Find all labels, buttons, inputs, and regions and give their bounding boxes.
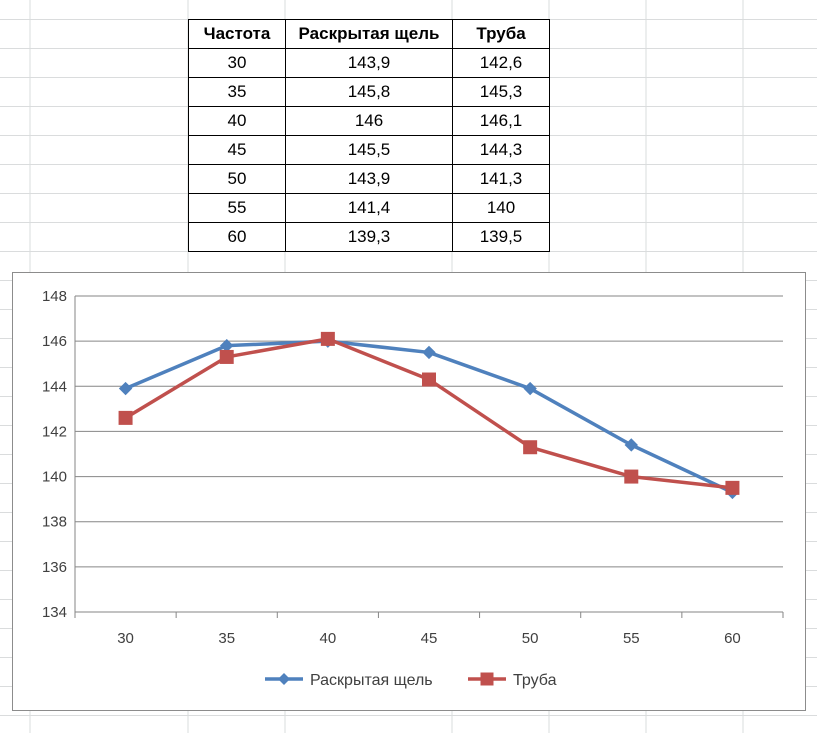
legend-label[interactable]: Труба xyxy=(513,672,557,689)
table-cell: 141,4 xyxy=(285,193,453,223)
legend-marker-diamond xyxy=(278,673,290,685)
table-row: 35 145,8 145,3 xyxy=(188,77,550,107)
table-cell: 143,9 xyxy=(285,48,453,78)
data-point-diamond[interactable] xyxy=(118,381,133,396)
table-cell: 30 xyxy=(188,48,286,78)
y-tick-label: 140 xyxy=(42,469,67,486)
table-row: 50 143,9 141,3 xyxy=(188,164,550,194)
legend-label[interactable]: Раскрытая щель xyxy=(310,672,433,689)
table-cell: 50 xyxy=(188,164,286,194)
y-tick-label: 144 xyxy=(42,378,67,395)
table-cell: 144,3 xyxy=(452,135,550,165)
data-point-square[interactable] xyxy=(422,372,436,387)
data-point-square[interactable] xyxy=(624,469,639,484)
x-tick-label: 60 xyxy=(724,630,741,647)
data-point-square[interactable] xyxy=(725,480,740,495)
chart-area[interactable]: 134 136 138 140 142 144 146 148 30 35 40 45 50 55 60 Ра… xyxy=(12,272,806,711)
data-point-diamond[interactable] xyxy=(422,345,436,360)
x-tick-label: 55 xyxy=(623,630,640,647)
table-row: 30 143,9 142,6 xyxy=(188,48,550,78)
table-header: Частота Раскрытая щель Труба xyxy=(188,19,550,49)
table-cell: 45 xyxy=(188,135,286,165)
table-cell: 143,9 xyxy=(285,164,453,194)
data-point-diamond[interactable] xyxy=(624,438,638,452)
y-tick-label: 134 xyxy=(42,604,67,621)
table-row: 55 141,4 140 xyxy=(188,193,550,223)
table-cell: 139,3 xyxy=(285,222,453,252)
table-cell: 142,6 xyxy=(452,48,550,78)
table-body: 30 143,9 142,6 35 145,8 145,3 40 146 146,1 45 145,… xyxy=(188,48,550,252)
y-tick-label: 148 xyxy=(42,288,67,305)
series-line xyxy=(124,337,733,490)
y-tick-label: 138 xyxy=(42,514,67,531)
table-cell: 145,3 xyxy=(452,77,550,107)
table-cell: 35 xyxy=(188,77,286,107)
table-cell: 139,5 xyxy=(452,222,550,252)
x-tick-label: 45 xyxy=(421,630,438,647)
x-tick-label: 40 xyxy=(320,630,337,647)
line-chart: 134 136 138 140 142 144 146 148 30 35 40 45 50 55 60 Ра… xyxy=(42,288,784,689)
legend-marker-square xyxy=(480,672,494,686)
table-row: 40 146 146,1 xyxy=(188,106,550,136)
table-row: 45 145,5 144,3 xyxy=(188,135,550,165)
y-tick-label: 146 xyxy=(42,333,67,350)
x-tick-label: 50 xyxy=(522,630,539,647)
y-tick-label: 142 xyxy=(42,423,67,440)
data-point-diamond[interactable] xyxy=(523,381,537,396)
table-cell: 40 xyxy=(188,106,286,136)
header-row: Частота Раскрытая щель Труба xyxy=(188,19,550,49)
data-table: Частота Раскрытая щель Труба 30 143,9 142,6 3… xyxy=(188,19,550,252)
table-cell: 140 xyxy=(452,193,550,223)
table-cell: 55 xyxy=(188,193,286,223)
table-cell: 60 xyxy=(188,222,286,252)
data-point-square[interactable] xyxy=(219,349,234,364)
data-point-square[interactable] xyxy=(118,410,133,425)
table-cell: 146 xyxy=(285,106,453,136)
table-header-cell: Раскрытая щель xyxy=(285,19,453,49)
table-row: 60 139,3 139,5 xyxy=(188,222,550,252)
data-point-square[interactable] xyxy=(320,331,335,346)
table-cell: 145,5 xyxy=(285,135,453,165)
x-tick-label: 30 xyxy=(117,630,134,647)
table-header-cell: Частота xyxy=(188,19,286,49)
table-cell: 141,3 xyxy=(452,164,550,194)
x-tick-label: 35 xyxy=(218,630,235,647)
y-tick-label: 136 xyxy=(42,559,67,576)
table-cell: 145,8 xyxy=(285,77,453,107)
table-header-cell: Труба xyxy=(452,19,550,49)
table-cell: 146,1 xyxy=(452,106,550,136)
data-point-square[interactable] xyxy=(523,440,538,455)
